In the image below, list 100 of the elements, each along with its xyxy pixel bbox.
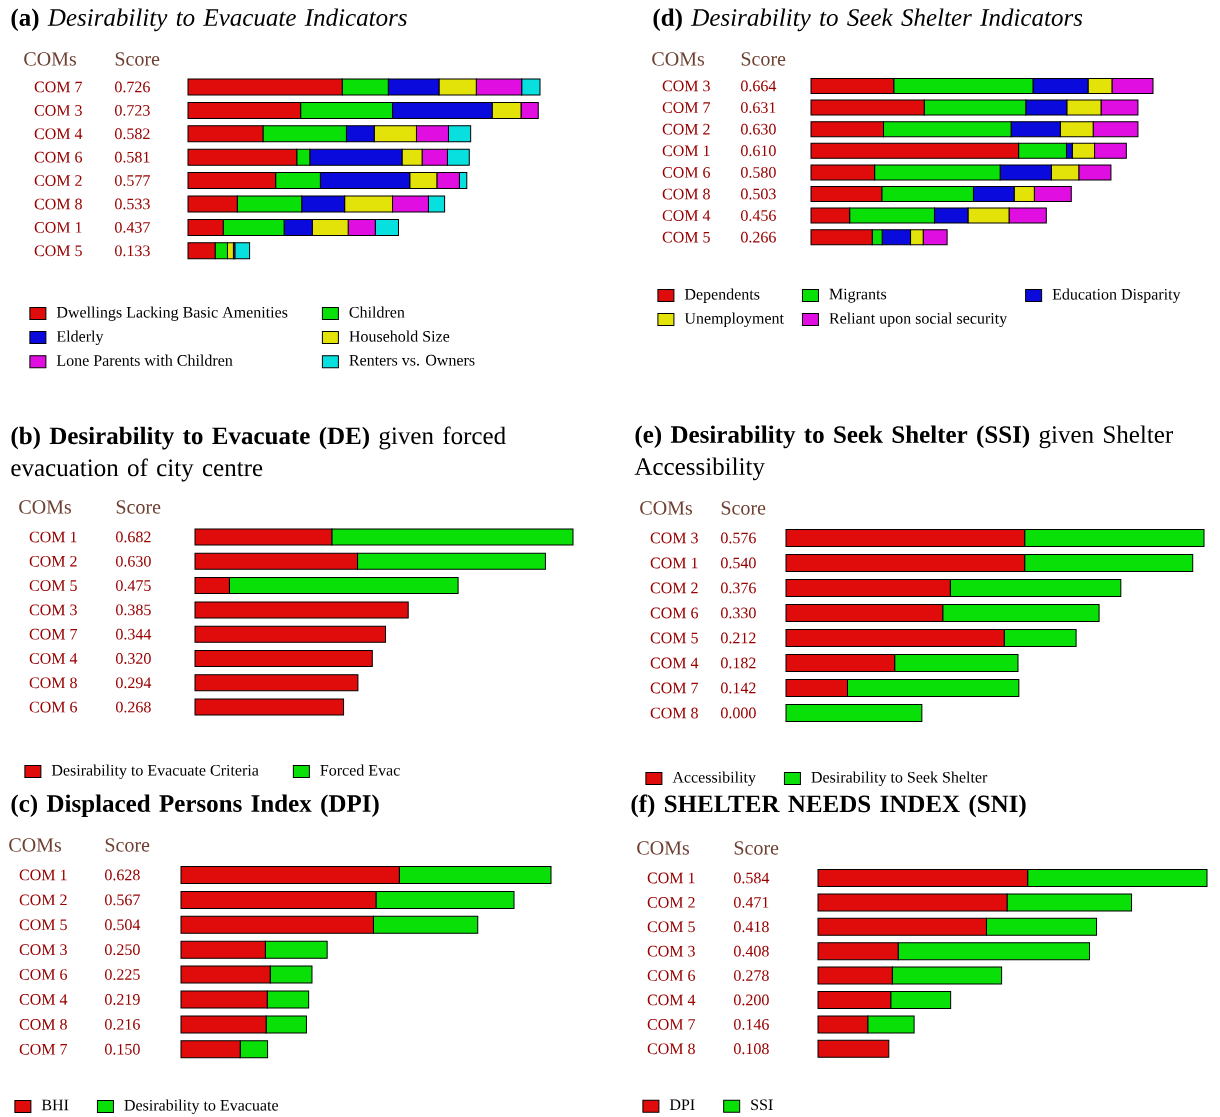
y-tick-label: COM 2: [29, 555, 77, 567]
y-tick-label: COM 8: [34, 198, 82, 210]
y-tick-label: COM 6: [650, 607, 699, 619]
y-tick-label: COM 7: [650, 682, 699, 694]
text: 0.723: [115, 104, 150, 116]
legend-label: Elderly: [56, 330, 104, 346]
text: 0.376: [721, 582, 756, 594]
legend-label: Desirability to Seek Shelter: [811, 771, 988, 786]
y-tick-label: COM 6: [34, 151, 83, 163]
text: 0.344: [116, 628, 152, 640]
text: 0.219: [105, 994, 140, 1005]
text: 0.567: [105, 894, 140, 906]
text: 0.475: [116, 580, 151, 592]
text: 0.726: [115, 81, 150, 93]
y-tick-label: COM 6: [29, 701, 78, 713]
y-tick-label: COM 7: [19, 1043, 68, 1055]
text: 0.504: [105, 919, 141, 931]
text: 0.225: [105, 969, 140, 981]
y-tick-label: COM 7: [662, 102, 711, 113]
y-tick-label: COM 8: [662, 188, 710, 200]
y-axis-title: COMs: [640, 501, 693, 515]
y-tick-label: COM 3: [650, 532, 698, 544]
text: 0.320: [116, 653, 151, 664]
text: 0.682: [116, 531, 151, 543]
text: 0.630: [116, 555, 151, 567]
y-tick-label: COM 4: [647, 994, 696, 1006]
y-tick-label: COM 5: [19, 919, 67, 931]
y-axis-title: COMs: [24, 52, 77, 66]
text: 0.212: [721, 632, 756, 644]
legend-label: Desirability to Evacuate Criteria: [51, 764, 259, 779]
text: 0.664: [741, 80, 777, 92]
legend-label: SSI: [751, 1099, 773, 1111]
y-tick-label: COM 8: [647, 1043, 695, 1055]
y-tick-label: COM 2: [34, 175, 82, 186]
text: 0.630: [741, 123, 776, 135]
y-tick-label: COM 8: [19, 1019, 67, 1030]
y-tick-label: COM 4: [650, 657, 699, 669]
text: Score: [734, 841, 779, 855]
text: Score: [116, 500, 161, 514]
chart-title: (e) Desirability to Seek Shelter (SSI) given Shelter Accessibility: [634, 425, 1173, 481]
legend-label: BHI: [41, 1099, 69, 1111]
chart-title: (b) Desirability to Evacuate (DE) given forced evacuation of city centre: [11, 426, 506, 482]
legend-label: DPI: [669, 1099, 695, 1110]
y-tick-label: COM 3: [647, 945, 695, 957]
text: 0.408: [734, 945, 769, 957]
y-tick-label: COM 2: [650, 582, 698, 594]
y-tick-label: COM 8: [650, 707, 698, 719]
y-tick-label: COM 1: [19, 869, 67, 881]
text: 0.580: [741, 166, 776, 178]
text: 0.503: [741, 188, 776, 200]
text: 0.330: [721, 607, 756, 619]
y-tick-label: COM 8: [29, 677, 77, 689]
legend-label: Desirability to Evacuate: [124, 1099, 279, 1114]
legend-label: Dependents: [684, 288, 760, 303]
text: 0.610: [741, 145, 776, 157]
text: 0.533: [115, 198, 150, 210]
text: 0.581: [115, 151, 150, 163]
y-axis-title: COMs: [19, 500, 71, 514]
text: 0.133: [115, 245, 150, 257]
legend-label: Reliant upon social security: [829, 312, 1008, 328]
y-tick-label: COM 7: [29, 628, 78, 640]
chart-title: (c) Displaced Persons Index (DPI): [11, 794, 379, 818]
text: 0.471: [734, 896, 769, 908]
chart-title: (f) SHELTER NEEDS INDEX (SNI): [631, 794, 1026, 818]
text: 0.584: [734, 872, 770, 884]
text: 0.628: [105, 869, 140, 881]
text: 0.576: [721, 532, 756, 544]
y-tick-label: COM 1: [29, 531, 77, 543]
y-tick-label: COM 2: [662, 123, 710, 135]
text: 0.146: [734, 1018, 769, 1030]
y-tick-label: COM 1: [647, 872, 695, 884]
y-tick-label: COM 2: [647, 897, 695, 908]
legend-label: Education Disparity: [1052, 288, 1181, 303]
y-axis-title: COMs: [652, 52, 705, 66]
chart-title: (a) Desirability to Evacuate Indicators: [11, 8, 407, 32]
text: 0.108: [734, 1043, 769, 1055]
y-tick-label: COM 3: [662, 80, 710, 92]
text: Score: [721, 501, 766, 515]
text: 0.582: [115, 128, 150, 140]
text: 0.278: [734, 970, 769, 982]
legend-label: Migrants: [829, 288, 887, 303]
legend-label: Dwellings Lacking Basic Amenities: [56, 306, 288, 321]
text: Score: [115, 52, 160, 66]
legend-label: Accessibility: [672, 771, 756, 786]
y-tick-label: COM 1: [662, 145, 710, 157]
y-tick-label: COM 1: [34, 222, 82, 233]
text: Score: [105, 838, 150, 852]
legend-label: Household Size: [349, 330, 450, 342]
y-tick-label: COM 5: [34, 245, 82, 257]
text: 0.268: [116, 701, 151, 713]
y-tick-label: COM 6: [19, 969, 68, 980]
legend-label: Children: [349, 306, 405, 318]
chart-title: (d) Desirability to Seek Shelter Indicators: [653, 8, 1083, 32]
y-axis-title: COMs: [9, 838, 62, 852]
y-tick-label: COM 3: [34, 105, 82, 116]
y-tick-label: COM 6: [647, 970, 696, 981]
y-tick-label: COM 2: [19, 894, 67, 906]
text: 0.000: [721, 707, 756, 719]
text: 0.266: [741, 231, 776, 243]
text: 0.250: [105, 944, 140, 956]
